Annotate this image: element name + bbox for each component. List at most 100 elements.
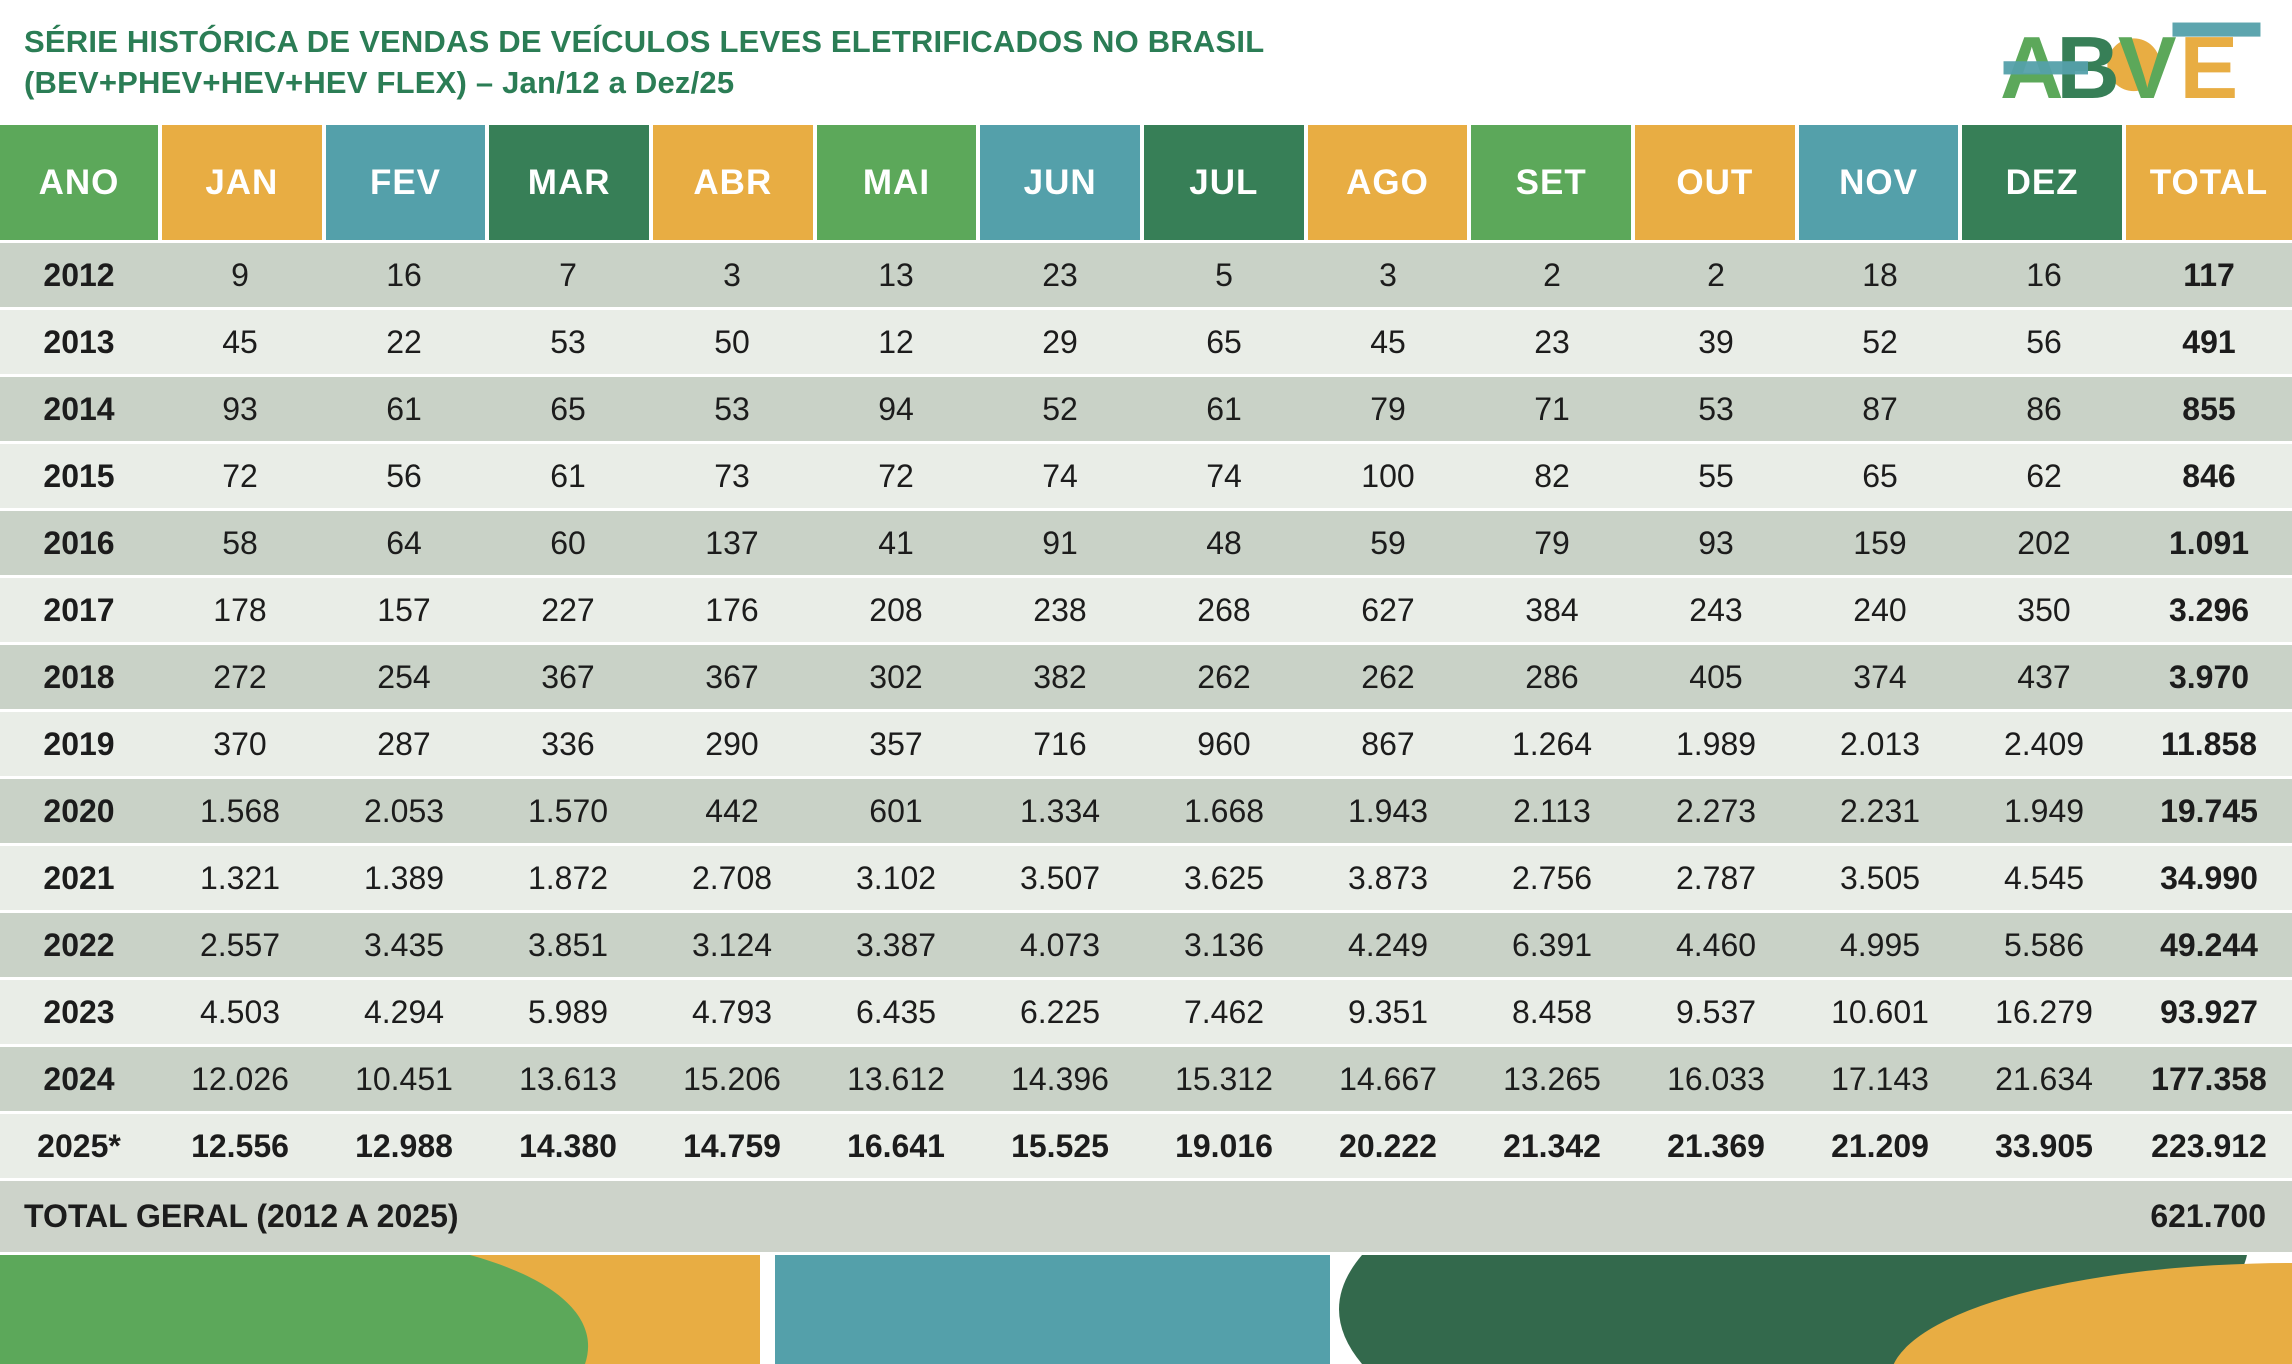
value-cell: 208	[869, 591, 923, 628]
value-cell: 350	[2017, 591, 2071, 628]
column-header-ago: AGO	[1307, 125, 1468, 240]
value-cell: 272	[213, 658, 267, 695]
header: SÉRIE HISTÓRICA DE VENDAS DE VEÍCULOS LE…	[0, 0, 2292, 125]
column-header-ano: ANO	[0, 125, 158, 240]
value-cell: 176	[705, 591, 759, 628]
value-cell: 240	[1853, 591, 1907, 628]
value-cell: 10.451	[355, 1060, 453, 1097]
value-cell: 2.113	[1513, 792, 1591, 829]
value-cell: 382	[1033, 658, 1087, 695]
value-cell: 4.995	[1839, 926, 1921, 963]
year-cell: 2018	[43, 658, 115, 695]
value-cell: 405	[1689, 658, 1743, 695]
value-cell: 19.016	[1175, 1127, 1273, 1164]
value-cell: 2.231	[1839, 792, 1921, 829]
value-cell: 1.872	[527, 859, 609, 896]
value-cell: 58	[222, 524, 258, 561]
column-header-out: OUT	[1635, 125, 1795, 240]
value-cell: 254	[377, 658, 431, 695]
value-cell: 20.222	[1339, 1127, 1437, 1164]
value-cell: 61	[1206, 390, 1242, 427]
value-cell: 1.989	[1675, 725, 1757, 762]
decorative-footer	[0, 1255, 2292, 1364]
value-cell: 13.265	[1503, 1060, 1601, 1097]
value-cell: 7.462	[1183, 993, 1265, 1030]
value-cell: 79	[1534, 524, 1570, 561]
value-cell: 12	[878, 323, 914, 360]
value-cell: 437	[2017, 658, 2071, 695]
value-cell: 2.557	[199, 926, 281, 963]
value-cell: 72	[222, 457, 258, 494]
value-cell: 71	[1534, 390, 1570, 427]
value-cell: 53	[550, 323, 586, 360]
value-cell: 1.321	[199, 859, 281, 896]
value-cell: 9.537	[1675, 993, 1757, 1030]
value-cell: 16.641	[847, 1127, 945, 1164]
page-title-line1: SÉRIE HISTÓRICA DE VENDAS DE VEÍCULOS LE…	[24, 23, 1265, 59]
column-header-abr: ABR	[653, 125, 813, 240]
year-cell: 2014	[43, 390, 115, 427]
value-cell: 82	[1534, 457, 1570, 494]
value-cell: 79	[1370, 390, 1406, 427]
value-cell: 3.435	[363, 926, 445, 963]
value-cell: 302	[869, 658, 923, 695]
grand-total-label: TOTAL GERAL (2012 A 2025)	[24, 1198, 459, 1234]
column-header-nov: NOV	[1798, 125, 1959, 240]
grand-total-row: TOTAL GERAL (2012 A 2025) 621.700	[0, 1181, 2292, 1252]
table-row-2014: 2014 93 61 65 53 94 52 61 79 71 53 87 86 855	[0, 377, 2292, 441]
column-header-jan: JAN	[162, 125, 322, 240]
value-cell: 16.033	[1667, 1060, 1765, 1097]
value-cell: 3	[1379, 256, 1397, 293]
value-cell: 3.387	[855, 926, 937, 963]
value-cell: 73	[714, 457, 750, 494]
value-cell: 2.053	[363, 792, 445, 829]
table-row-2024: 2024 12.026 10.451 13.613 15.206 13.612 14.396…	[0, 1047, 2292, 1111]
value-cell: 21.342	[1503, 1127, 1601, 1164]
value-cell: 12.988	[355, 1127, 453, 1164]
value-cell: 1.949	[2003, 792, 2085, 829]
table-row-2020: 2020 1.568 2.053 1.570 442 601 1.334 1.668 1.943…	[0, 779, 2292, 843]
value-cell: 3.507	[1019, 859, 1101, 896]
value-cell: 12.556	[191, 1127, 289, 1164]
value-cell: 2.787	[1675, 859, 1757, 896]
total-cell: 93.927	[2160, 993, 2258, 1030]
value-cell: 17.143	[1831, 1060, 1929, 1097]
value-cell: 3.873	[1347, 859, 1429, 896]
column-header-total: TOTAL	[2126, 125, 2292, 240]
sales-table: ANO JAN FEV MAR ABR MAI JUN JUL AGO SET OUT NOV DEZ T…	[0, 125, 2292, 1252]
value-cell: 5.989	[527, 993, 609, 1030]
table-row-2023: 2023 4.503 4.294 5.989 4.793 6.435 6.225 7.462 9…	[0, 980, 2292, 1044]
total-cell: 3.970	[2168, 658, 2250, 695]
column-header-jul: JUL	[1144, 125, 1304, 240]
value-cell: 627	[1361, 591, 1415, 628]
table-row-2021: 2021 1.321 1.389 1.872 2.708 3.102 3.507 3.625 3…	[0, 846, 2292, 910]
total-cell: 34.990	[2160, 859, 2258, 896]
value-cell: 262	[1197, 658, 1251, 695]
abve-logo: A B V E	[1998, 18, 2266, 117]
value-cell: 9.351	[1347, 993, 1429, 1030]
total-cell: 223.912	[2151, 1127, 2267, 1164]
value-cell: 21.634	[1995, 1060, 2093, 1097]
value-cell: 3	[723, 256, 741, 293]
table-row-2017: 2017 178 157 227 176 208 238 268 627 384 243 240 350…	[0, 578, 2292, 642]
value-cell: 370	[213, 725, 267, 762]
value-cell: 367	[705, 658, 759, 695]
value-cell: 268	[1197, 591, 1251, 628]
value-cell: 72	[878, 457, 914, 494]
grand-total-value: 621.700	[2150, 1198, 2266, 1234]
value-cell: 716	[1033, 725, 1087, 762]
total-cell: 49.244	[2160, 926, 2258, 963]
value-cell: 62	[2026, 457, 2062, 494]
value-cell: 238	[1033, 591, 1087, 628]
value-cell: 243	[1689, 591, 1743, 628]
value-cell: 93	[1698, 524, 1734, 561]
value-cell: 48	[1206, 524, 1242, 561]
value-cell: 6.225	[1019, 993, 1101, 1030]
value-cell: 1.668	[1183, 792, 1265, 829]
value-cell: 61	[386, 390, 422, 427]
value-cell: 16	[386, 256, 422, 293]
value-cell: 4.294	[363, 993, 445, 1030]
value-cell: 56	[2026, 323, 2062, 360]
value-cell: 367	[541, 658, 595, 695]
